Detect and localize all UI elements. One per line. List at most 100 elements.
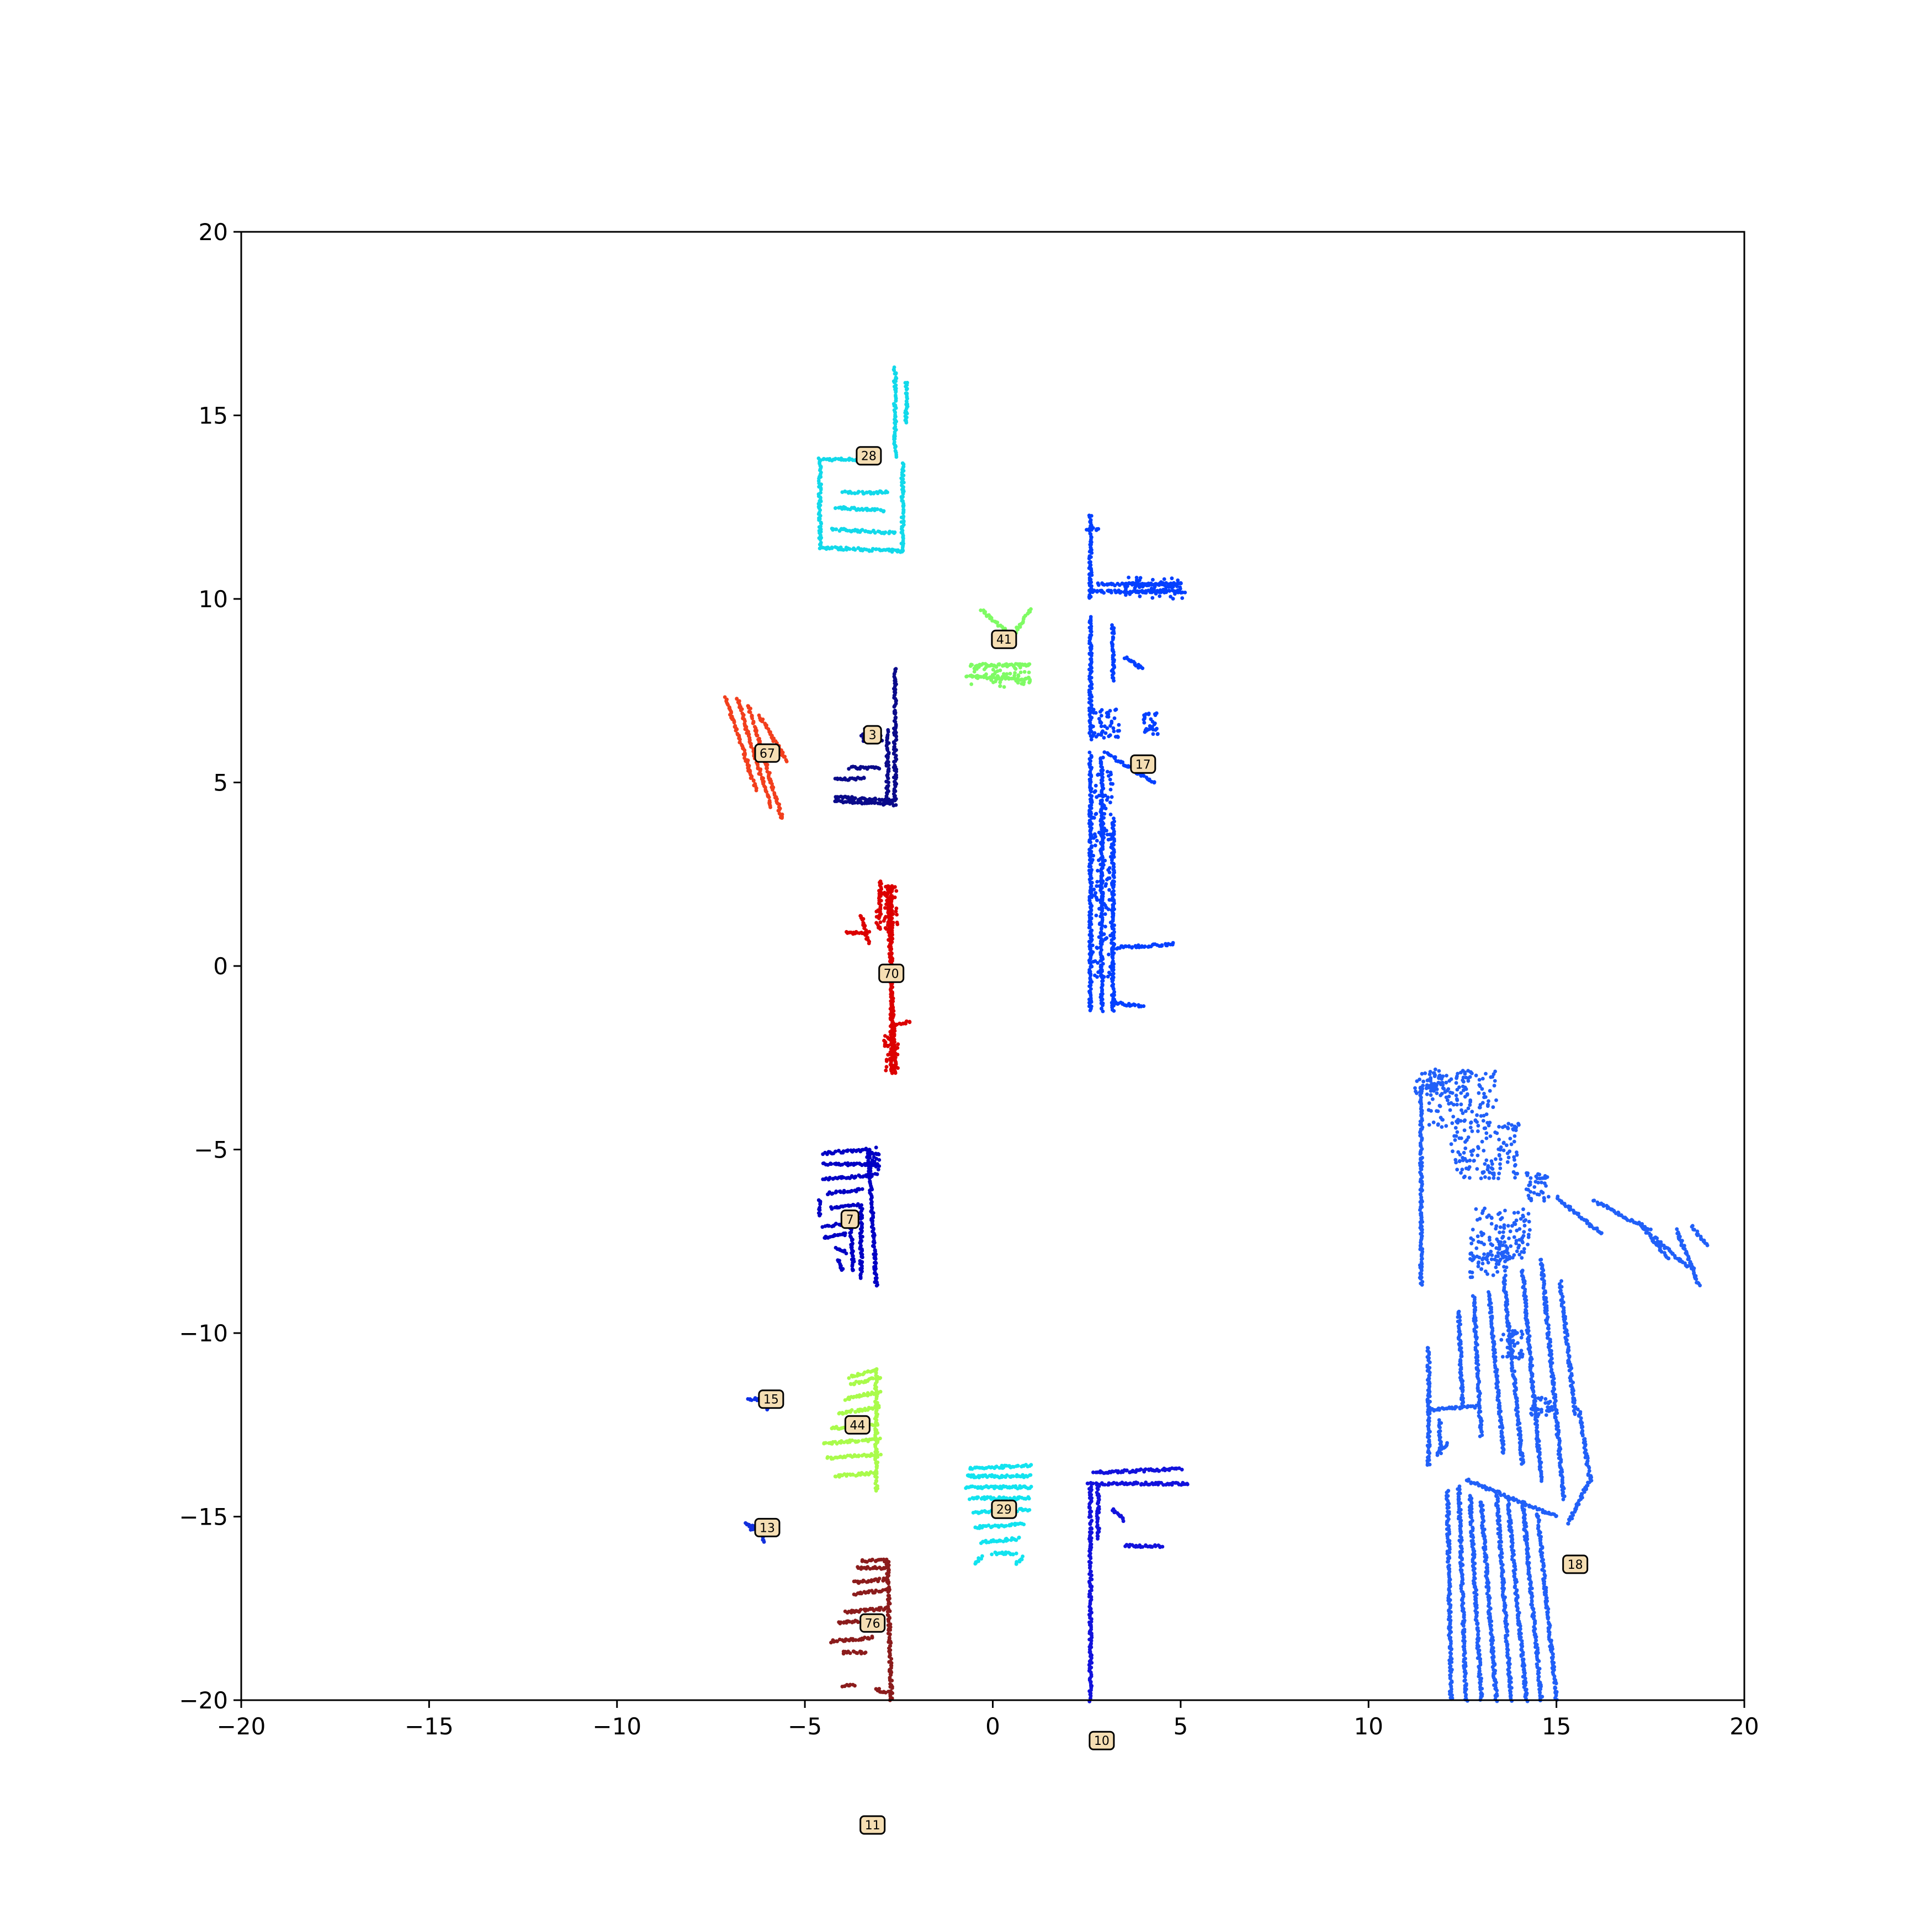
cluster-7-point	[877, 1153, 881, 1156]
cluster-29-point	[1016, 1463, 1020, 1468]
cluster-18-point	[1425, 1463, 1430, 1467]
cluster-17-point	[1102, 826, 1106, 830]
cluster-3-point	[873, 797, 877, 800]
cluster-67-point	[755, 733, 760, 737]
cluster-67-point	[760, 719, 765, 724]
cluster-3-point	[894, 769, 899, 774]
cluster-70-point	[888, 948, 893, 952]
cluster-17-point	[1087, 940, 1091, 944]
cluster-17-point	[1092, 887, 1096, 891]
cluster-41-point	[1016, 673, 1021, 677]
cluster-17-point	[1094, 835, 1097, 838]
cluster-67-point	[758, 772, 763, 777]
cluster-28-point	[892, 531, 896, 535]
cluster-41-point	[1008, 671, 1012, 676]
cluster-17-point	[1112, 893, 1116, 897]
cluster-29-point	[1029, 1463, 1033, 1467]
cluster-28-point	[904, 388, 909, 392]
cluster-18-point	[1418, 1152, 1423, 1156]
cluster-17-point	[1164, 588, 1168, 592]
cluster-10-point	[1160, 1544, 1165, 1549]
cluster-70-point	[886, 1044, 890, 1048]
cluster-41-point	[991, 667, 995, 672]
cluster-17-point	[1142, 582, 1147, 586]
cluster-10-point	[1096, 1537, 1100, 1541]
cluster-67-point	[765, 790, 769, 794]
cluster-17-point	[1090, 551, 1094, 555]
cluster-17-point	[1137, 578, 1140, 583]
cluster-17-point	[1112, 678, 1116, 683]
cluster-70-point	[883, 1034, 887, 1038]
cluster-70-point	[890, 926, 894, 930]
cluster-76-point	[863, 1650, 868, 1654]
cluster-76-point	[888, 1628, 893, 1632]
cluster-17-point	[1089, 864, 1093, 869]
cluster-3-point	[873, 800, 877, 804]
cluster-41-point	[1022, 670, 1027, 674]
cluster-70-point	[886, 923, 890, 927]
cluster-17-point	[1112, 843, 1116, 847]
cluster-28-point	[904, 421, 909, 424]
cluster-17-point	[1111, 846, 1115, 851]
cluster-76-point	[859, 1650, 863, 1654]
cluster-29-point	[976, 1495, 980, 1499]
cluster-28-point	[863, 529, 867, 533]
cluster-28-point	[892, 437, 896, 442]
cluster-18-point	[1427, 1451, 1432, 1456]
cluster-17-point	[1133, 1004, 1137, 1007]
cluster-28-point	[871, 546, 875, 551]
cluster-3-point	[892, 672, 896, 676]
cluster-41-point	[977, 665, 981, 669]
cluster-41-point	[1012, 673, 1017, 678]
cluster-17-point	[1109, 753, 1113, 758]
cluster-7-point	[851, 1268, 855, 1272]
cluster-17-point	[1100, 942, 1104, 946]
cluster-28-point	[883, 530, 888, 534]
cluster-70-point	[887, 1037, 891, 1041]
cluster-17-point	[1153, 582, 1158, 586]
cluster-67-point	[780, 816, 784, 820]
cluster-18-point	[1438, 1425, 1442, 1430]
cluster-29-point	[1017, 1535, 1021, 1540]
cluster-17-point	[1124, 944, 1128, 948]
cluster-13-point	[762, 1540, 766, 1544]
cluster-17-point	[1108, 920, 1113, 925]
cluster-17-point	[1102, 736, 1106, 740]
cluster-17-point	[1093, 959, 1097, 963]
cluster-28-point	[841, 548, 846, 552]
cluster-41-point	[979, 675, 983, 679]
cluster-17-point	[1110, 591, 1113, 595]
cluster-17-point	[1110, 938, 1114, 942]
cluster-7-point	[874, 1283, 879, 1288]
cluster-41-point	[992, 672, 997, 676]
cluster-28-point	[894, 399, 898, 403]
cluster-3-point	[892, 760, 896, 764]
cluster-17-point	[1128, 592, 1132, 596]
cluster-41-points	[964, 607, 1033, 689]
cluster-10-point	[1096, 1501, 1100, 1506]
cluster-17-point	[1123, 585, 1127, 588]
cluster-17-point	[1089, 774, 1094, 779]
cluster-76-point	[885, 1610, 890, 1614]
cluster-28-point	[853, 548, 857, 552]
cluster-28-point	[875, 507, 879, 511]
cluster-17-point	[1111, 676, 1114, 680]
cluster-17-point	[1179, 581, 1183, 585]
cluster-7-point	[861, 1175, 865, 1179]
cluster-17-point	[1089, 810, 1093, 814]
cluster-17-point	[1094, 783, 1098, 788]
cluster-18-point	[1426, 1413, 1430, 1417]
cluster-7-point	[868, 1151, 872, 1155]
cluster-76-point	[886, 1590, 890, 1594]
cluster-70-point	[886, 1053, 890, 1057]
cluster-29-point	[1004, 1524, 1009, 1528]
cluster-76-point	[877, 1577, 882, 1581]
cluster-17-point	[1130, 945, 1134, 949]
cluster-67-point	[748, 710, 752, 714]
cluster-17-point	[1110, 795, 1114, 799]
cluster-17-point	[1108, 832, 1112, 837]
cluster-28-point	[901, 480, 906, 485]
cluster-28-point	[868, 490, 873, 494]
cluster-17-point	[1175, 584, 1179, 588]
